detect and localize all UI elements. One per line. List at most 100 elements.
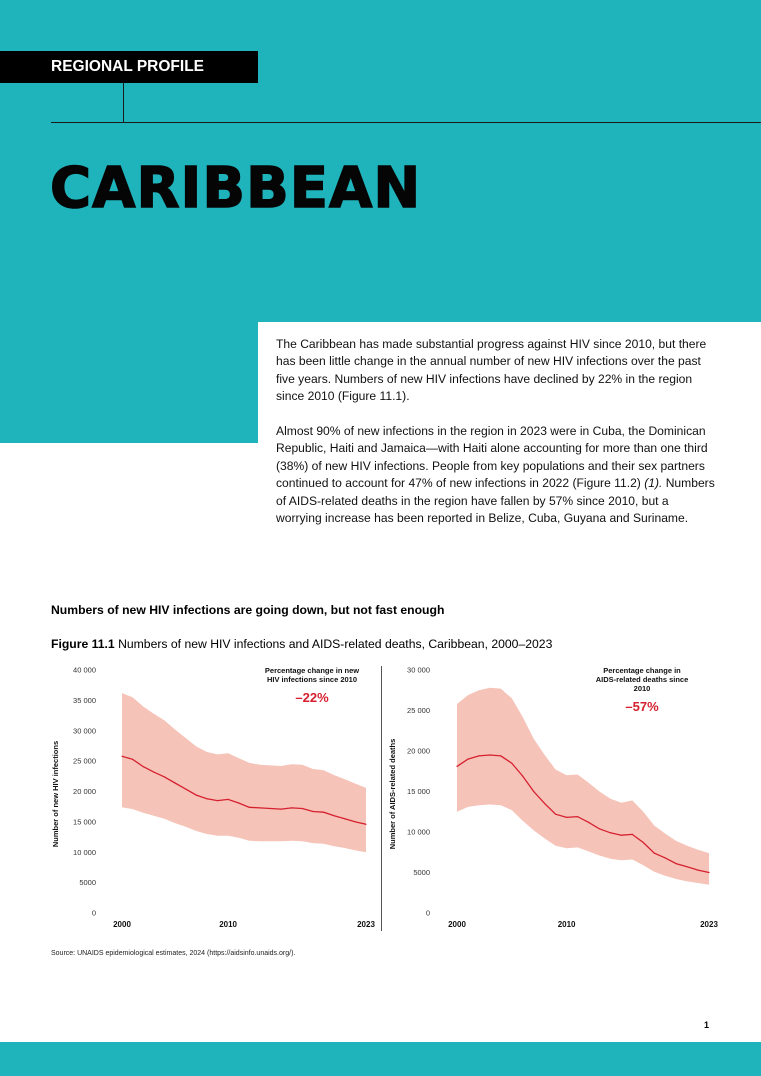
hiv-point-2007 (195, 794, 197, 796)
deaths-point-2022 (697, 869, 699, 871)
deaths-point-2014 (609, 832, 611, 834)
hiv-x-tick-label: 2000 (113, 920, 131, 929)
hiv-y-tick-label: 10 000 (73, 848, 96, 857)
deaths-point-2002 (478, 755, 480, 757)
hiv-point-2012 (248, 806, 250, 808)
deaths-point-2016 (631, 833, 633, 835)
hiv-y-tick-label: 15 000 (73, 817, 96, 826)
deaths-point-2021 (686, 866, 688, 868)
hiv-point-2011 (238, 802, 240, 804)
hiv-point-2000 (121, 755, 123, 757)
deaths-point-2019 (664, 857, 666, 859)
hiv-y-axis-label: Number of new HIV infections (51, 741, 60, 847)
page-title: CARIBBEAN (49, 156, 422, 222)
hiv-point-2005 (174, 782, 176, 784)
deaths-point-2000 (456, 765, 458, 767)
hiv-uncertainty-band (122, 693, 366, 853)
figure-label: Figure 11.1 (51, 637, 115, 651)
chart-divider (381, 666, 382, 931)
hiv-point-2002 (142, 766, 144, 768)
hiv-x-tick-label: 2010 (219, 920, 237, 929)
chart-new-hiv-infections-svg: 0 5000 10 000 15 000 20 000 25 000 30 000 35 00… (51, 666, 375, 930)
hiv-y-tick-label: 30 000 (73, 726, 96, 735)
hiv-y-tick-label: 5000 (79, 878, 96, 887)
deaths-y-axis-label: Number of AIDS-related deaths (388, 739, 397, 850)
hiv-point-2020 (333, 815, 335, 817)
intro-paragraph-2-part-a: Almost 90% of new infections in the regi… (276, 424, 708, 491)
deaths-annotation-title: 2010 (634, 684, 651, 693)
deaths-point-2023 (708, 871, 710, 874)
deaths-y-tick-label: 15 000 (407, 787, 430, 796)
hiv-point-2017 (301, 807, 303, 810)
chart-aids-related-deaths: 0 5000 10 000 15 000 20 000 25 000 30 000 2000 2… (382, 660, 761, 940)
deaths-point-2010 (566, 816, 568, 818)
hiv-point-2019 (323, 811, 325, 813)
chart-aids-related-deaths-svg: 0 5000 10 000 15 000 20 000 25 000 30 000 2000 2… (388, 666, 718, 930)
hiv-point-2013 (259, 807, 261, 809)
deaths-y-tick-label: 25 000 (407, 706, 430, 715)
deaths-point-2004 (500, 755, 502, 757)
deaths-point-2013 (598, 828, 600, 830)
chart-new-hiv-infections: 0 5000 10 000 15 000 20 000 25 000 30 000 35 00… (0, 660, 381, 940)
hiv-y-tick-label: 0 (92, 909, 96, 918)
intro-paragraph-2-part-b: Numbers of AIDS-related deaths in the re… (276, 476, 715, 526)
deaths-point-2017 (642, 841, 644, 844)
hiv-y-tick-label: 25 000 (73, 757, 96, 766)
deaths-point-2007 (533, 790, 535, 793)
hiv-estimate-line (121, 755, 367, 825)
deaths-point-2009 (555, 813, 557, 815)
hiv-point-2006 (185, 788, 187, 790)
tag-connector-line (123, 83, 124, 123)
hiv-annotation-title: Percentage change in new (265, 666, 359, 675)
header-rule (51, 122, 761, 123)
intro-paragraph-1: The Caribbean has made substantial progr… (276, 337, 707, 404)
deaths-estimate-line (456, 754, 710, 874)
figure-caption-text: Numbers of new HIV infections and AIDS-r… (118, 637, 553, 651)
intro-paragraph-2: Almost 90% of new infections in the regi… (276, 423, 716, 527)
hiv-point-2021 (344, 818, 346, 820)
figure-caption: Figure 11.1 Numbers of new HIV infection… (51, 637, 552, 651)
deaths-point-2015 (620, 834, 622, 836)
hiv-point-2018 (312, 810, 314, 813)
hiv-point-2022 (354, 821, 356, 823)
deaths-point-2012 (587, 821, 590, 823)
deaths-uncertainty-band (457, 687, 709, 885)
section-tag: REGIONAL PROFILE (0, 51, 258, 83)
deaths-point-2008 (544, 803, 546, 805)
deaths-x-tick-label: 2010 (558, 920, 576, 929)
deaths-annotation-title: Percentage change in (603, 666, 681, 675)
hiv-point-2009 (216, 800, 219, 802)
deaths-point-2020 (675, 863, 677, 865)
deaths-y-tick-label: 30 000 (407, 666, 430, 675)
deaths-y-tick-label: 5000 (413, 868, 430, 877)
hiv-point-2015 (280, 808, 282, 810)
hiv-point-2001 (132, 758, 134, 760)
source-note: Source: UNAIDS epidemiological estimates… (51, 950, 296, 957)
intro-citation: (1). (644, 476, 663, 491)
deaths-x-tick-label: 2023 (700, 920, 718, 929)
hiv-point-2016 (291, 807, 293, 809)
deaths-y-tick-label: 10 000 (407, 828, 430, 837)
deaths-point-2005 (511, 762, 513, 764)
hiv-y-tick-label: 40 000 (73, 666, 96, 675)
hiv-point-2003 (153, 771, 155, 773)
intro-box-background (258, 322, 761, 443)
deaths-point-2001 (467, 758, 469, 760)
hiv-x-tick-label: 2023 (357, 920, 375, 929)
deaths-y-tick-label: 20 000 (407, 747, 430, 756)
deaths-point-2006 (522, 775, 524, 777)
hiv-point-2010 (227, 798, 229, 800)
figure-headline: Numbers of new HIV infections are going … (51, 603, 445, 617)
hiv-annotation-value: –22% (295, 690, 329, 705)
hiv-point-2023 (365, 823, 367, 825)
intro-text: The Caribbean has made substantial progr… (276, 336, 716, 527)
deaths-annotation-value: –57% (625, 699, 659, 714)
hiv-point-2004 (163, 776, 165, 778)
deaths-annotation-title: AIDS-related deaths since (596, 675, 689, 684)
deaths-x-tick-label: 2000 (448, 920, 466, 929)
deaths-point-2011 (576, 816, 579, 818)
deaths-y-tick-label: 0 (426, 909, 430, 918)
deaths-point-2003 (489, 754, 491, 756)
hiv-point-2014 (269, 807, 272, 810)
deaths-point-2018 (653, 852, 655, 854)
